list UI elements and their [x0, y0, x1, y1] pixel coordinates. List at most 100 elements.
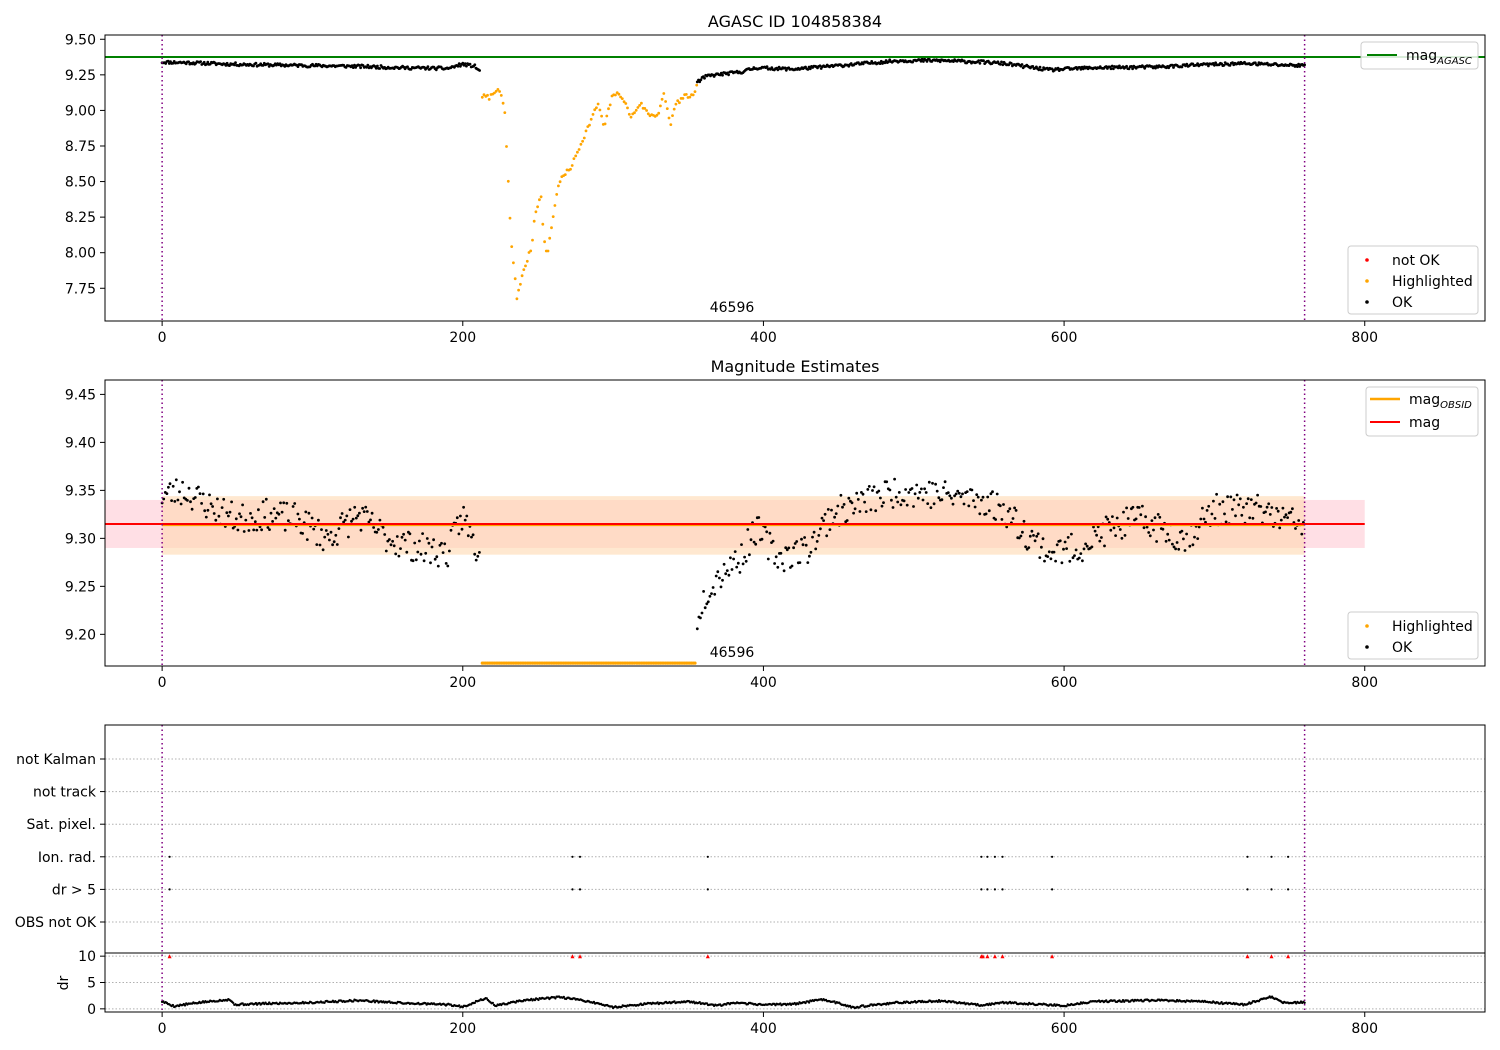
middle-legend-ok-marker — [1365, 645, 1369, 649]
top-y-tick-label: 8.00 — [65, 246, 96, 262]
top-ok-point — [977, 59, 981, 62]
top-highlighted-point — [496, 88, 500, 91]
middle-ok-point — [228, 510, 232, 514]
middle-ok-point — [381, 525, 385, 529]
middle-ok-point — [931, 481, 934, 485]
middle-ok-point — [700, 611, 704, 615]
middle-ok-point — [1005, 525, 1009, 529]
middle-ok-point — [1074, 548, 1078, 552]
middle-ok-point — [474, 558, 478, 562]
middle-ok-point — [743, 555, 746, 559]
flag-point — [571, 888, 574, 891]
middle-ok-point — [962, 502, 966, 506]
dr-point — [171, 1003, 175, 1007]
middle-ok-point — [779, 551, 783, 555]
dr-outlier-marker — [570, 954, 575, 959]
middle-ok-point — [1100, 536, 1103, 539]
top-highlighted-point — [676, 99, 680, 103]
top-highlighted-point — [503, 111, 507, 114]
middle-ok-point — [826, 508, 830, 511]
middle-ok-point — [1148, 534, 1152, 538]
middle-ok-point — [910, 487, 914, 490]
top-highlighted-point — [584, 129, 588, 133]
middle-ok-point — [1254, 501, 1258, 505]
middle-ok-point — [1300, 532, 1304, 536]
middle-ok-point — [1215, 492, 1218, 496]
middle-ok-point — [465, 514, 469, 518]
middle-ok-point — [247, 529, 251, 532]
middle-ok-point — [1268, 513, 1272, 516]
top-highlighted-point — [691, 93, 695, 97]
top-highlighted-point — [555, 193, 559, 196]
middle-ok-point — [1153, 516, 1157, 520]
top-highlighted-point — [532, 219, 536, 223]
middle-x-tick-label: 600 — [1051, 675, 1078, 691]
top-highlighted-point — [524, 264, 527, 268]
flag-point — [1246, 855, 1249, 858]
top-legend-mag-agasc-label: magAGASC — [1406, 48, 1472, 67]
flag-point — [706, 888, 709, 891]
middle-ok-point — [984, 512, 988, 516]
middle-ok-point — [811, 535, 814, 539]
top-highlighted-point — [591, 113, 595, 116]
top-y-tick-label: 9.00 — [65, 103, 96, 119]
top-ok-point — [358, 64, 361, 67]
middle-ok-point — [798, 561, 802, 564]
middle-ok-point — [708, 594, 712, 598]
middle-ok-point — [211, 505, 215, 508]
dr-point — [562, 995, 565, 999]
top-highlighted-point — [643, 107, 647, 110]
flag-point — [1051, 888, 1054, 891]
middle-ok-point — [863, 500, 866, 504]
top-ok-point — [1118, 64, 1121, 68]
top-ok-point — [374, 66, 378, 70]
top-ok-point — [699, 78, 703, 82]
middle-ok-point — [263, 516, 267, 519]
top-ok-point — [883, 61, 887, 65]
middle-ok-point — [1248, 516, 1252, 520]
dr-point — [1065, 1005, 1068, 1008]
flag-row-label: not track — [33, 785, 97, 801]
top-ok-point — [884, 59, 888, 62]
middle-ok-point — [998, 504, 1002, 508]
middle-ok-point — [430, 545, 434, 549]
middle-ok-point — [1246, 497, 1250, 501]
top-ok-point — [1297, 62, 1300, 66]
middle-ok-point — [713, 592, 717, 596]
top-highlighted-point — [660, 97, 664, 101]
top-ok-point — [703, 76, 706, 80]
top-highlighted-point — [603, 122, 607, 126]
middle-ok-point — [809, 550, 813, 554]
top-ok-point — [920, 57, 924, 61]
top-highlighted-point — [501, 101, 505, 105]
middle-ok-point — [733, 550, 737, 553]
top-highlighted-point — [667, 116, 671, 120]
middle-ok-point — [1000, 518, 1004, 521]
middle-ok-point — [301, 532, 304, 535]
middle-ok-point — [1267, 502, 1271, 506]
middle-ok-point — [1114, 534, 1117, 537]
middle-ok-point — [1085, 544, 1089, 548]
middle-ok-point — [946, 491, 950, 494]
middle-y-tick-label: 9.30 — [65, 531, 96, 547]
middle-ok-point — [238, 512, 241, 516]
middle-ok-point — [370, 511, 374, 515]
middle-ok-point — [329, 530, 333, 534]
top-highlighted-point — [577, 148, 581, 151]
middle-ok-point — [358, 511, 361, 515]
dr-point — [231, 1001, 235, 1004]
middle-ok-point — [973, 505, 977, 509]
middle-ok-point — [714, 574, 718, 578]
middle-ok-point — [1028, 534, 1032, 538]
dr-y-ticks: 0 5 10 — [78, 949, 105, 1018]
middle-ok-point — [872, 485, 876, 489]
middle-ok-point — [793, 542, 797, 545]
middle-ok-point — [340, 512, 344, 515]
middle-ok-point — [740, 543, 743, 546]
middle-ok-point — [768, 531, 772, 535]
top-ok-point — [359, 66, 362, 70]
flag-point — [980, 855, 983, 858]
middle-ok-point — [1231, 508, 1234, 511]
middle-legend-points: Highlighted OK — [1347, 611, 1479, 660]
middle-ok-point — [1109, 528, 1113, 532]
